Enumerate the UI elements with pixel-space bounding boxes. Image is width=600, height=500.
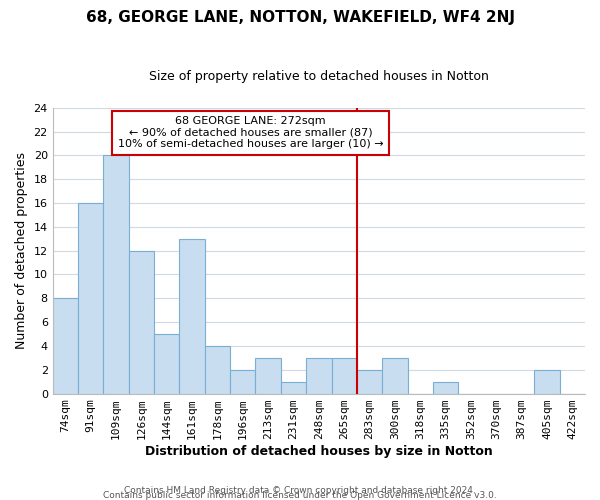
Bar <box>306 358 332 394</box>
Text: Contains HM Land Registry data © Crown copyright and database right 2024.: Contains HM Land Registry data © Crown c… <box>124 486 476 495</box>
Bar <box>53 298 78 394</box>
Bar <box>535 370 560 394</box>
Bar <box>357 370 382 394</box>
Bar <box>332 358 357 394</box>
Bar <box>230 370 256 394</box>
X-axis label: Distribution of detached houses by size in Notton: Distribution of detached houses by size … <box>145 444 493 458</box>
Bar <box>281 382 306 394</box>
Bar <box>179 239 205 394</box>
Text: 68 GEORGE LANE: 272sqm
← 90% of detached houses are smaller (87)
10% of semi-det: 68 GEORGE LANE: 272sqm ← 90% of detached… <box>118 116 383 150</box>
Bar <box>103 156 129 394</box>
Bar <box>382 358 407 394</box>
Text: Contains public sector information licensed under the Open Government Licence v3: Contains public sector information licen… <box>103 490 497 500</box>
Bar <box>256 358 281 394</box>
Bar <box>154 334 179 394</box>
Y-axis label: Number of detached properties: Number of detached properties <box>15 152 28 349</box>
Bar <box>129 250 154 394</box>
Bar <box>205 346 230 394</box>
Text: 68, GEORGE LANE, NOTTON, WAKEFIELD, WF4 2NJ: 68, GEORGE LANE, NOTTON, WAKEFIELD, WF4 … <box>86 10 515 25</box>
Title: Size of property relative to detached houses in Notton: Size of property relative to detached ho… <box>149 70 489 83</box>
Bar <box>78 203 103 394</box>
Bar <box>433 382 458 394</box>
